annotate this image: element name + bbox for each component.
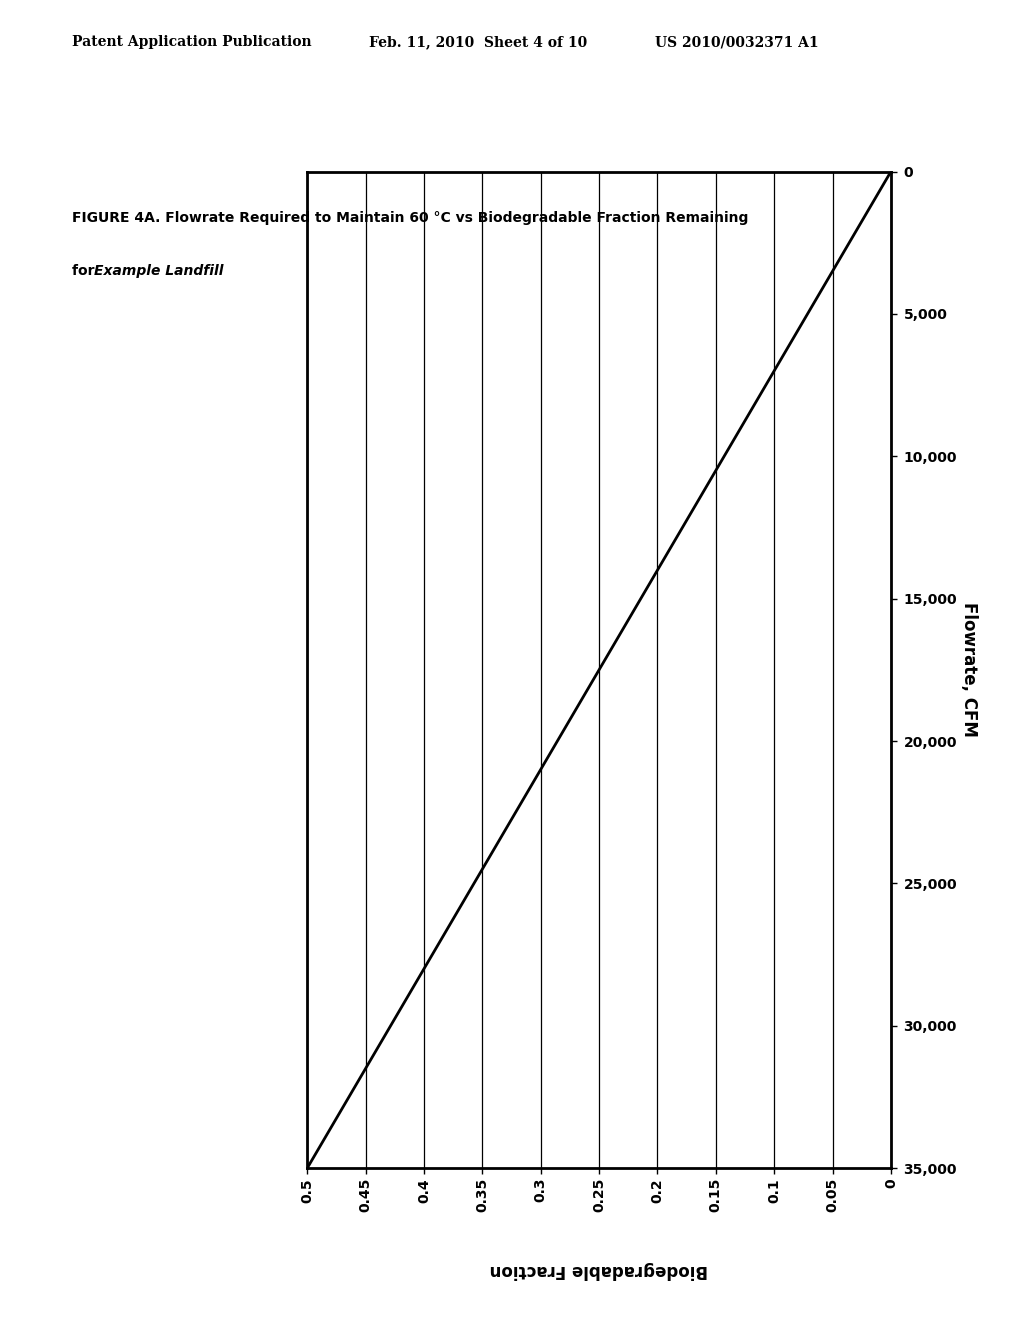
X-axis label: Biodegradable Fraction: Biodegradable Fraction (489, 1261, 709, 1279)
Text: for: for (72, 264, 99, 279)
Text: FIGURE 4A. Flowrate Required to Maintain 60 °C vs Biodegradable Fraction Remaini: FIGURE 4A. Flowrate Required to Maintain… (72, 211, 749, 226)
Y-axis label: Flowrate, CFM: Flowrate, CFM (959, 602, 978, 738)
Text: US 2010/0032371 A1: US 2010/0032371 A1 (655, 36, 819, 49)
Text: Patent Application Publication: Patent Application Publication (72, 36, 311, 49)
Text: Example Landfill: Example Landfill (94, 264, 223, 279)
Text: Feb. 11, 2010  Sheet 4 of 10: Feb. 11, 2010 Sheet 4 of 10 (369, 36, 587, 49)
